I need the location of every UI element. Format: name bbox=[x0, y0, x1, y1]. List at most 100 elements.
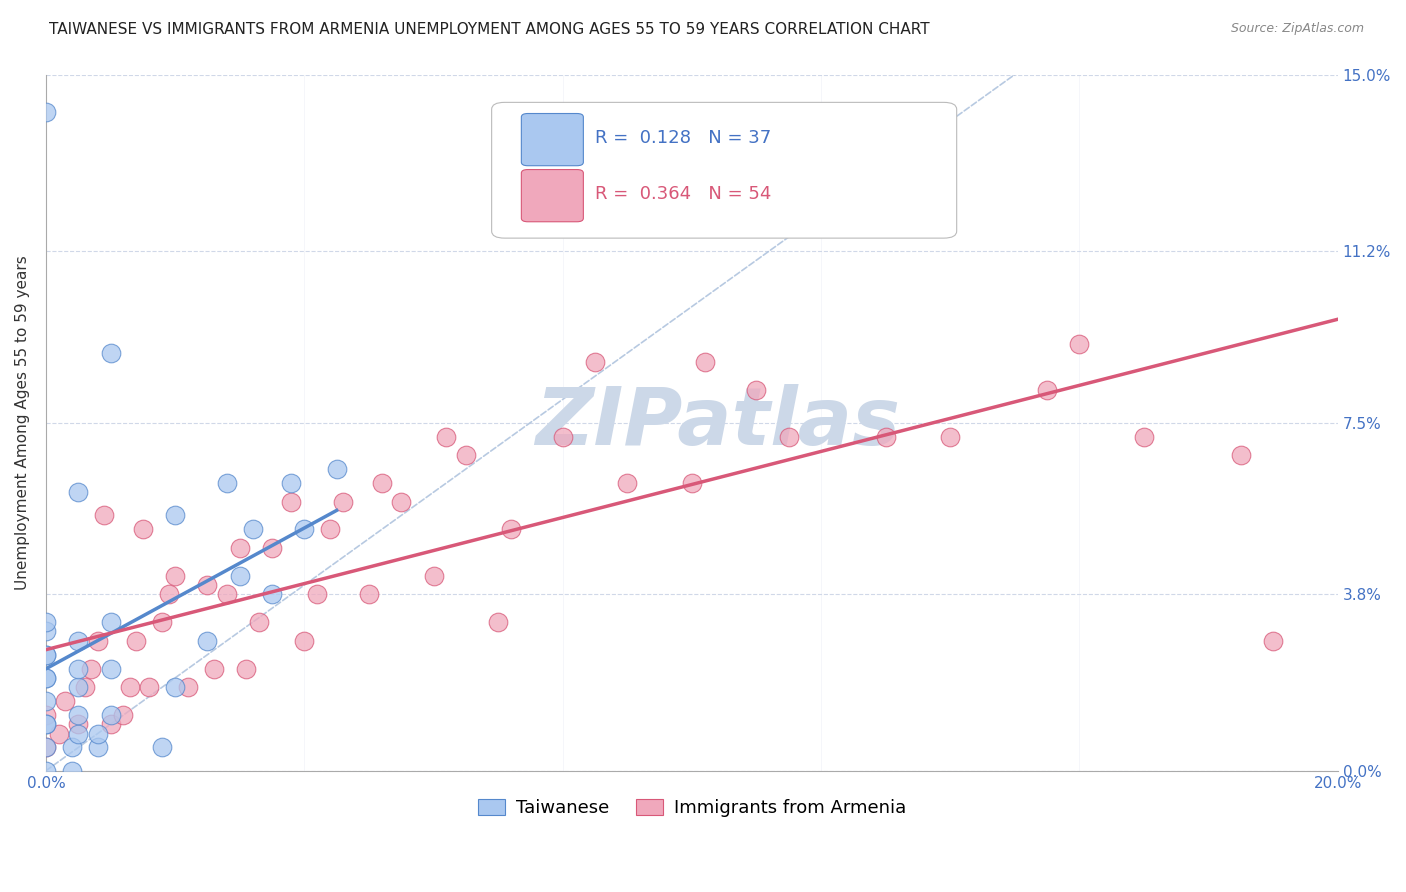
Point bbox=[1133, 429, 1156, 443]
Point bbox=[1263, 633, 1285, 648]
Point bbox=[280, 494, 302, 508]
Point bbox=[80, 662, 103, 676]
Point bbox=[86, 633, 108, 648]
Text: ZIPatlas: ZIPatlas bbox=[536, 384, 900, 461]
FancyBboxPatch shape bbox=[492, 103, 956, 238]
Point bbox=[371, 475, 394, 490]
Point bbox=[681, 475, 703, 490]
Point bbox=[165, 508, 187, 523]
Point bbox=[35, 671, 58, 685]
Text: Source: ZipAtlas.com: Source: ZipAtlas.com bbox=[1230, 22, 1364, 36]
Point bbox=[93, 508, 115, 523]
Point bbox=[177, 680, 200, 694]
Point bbox=[165, 680, 187, 694]
Point bbox=[292, 522, 315, 536]
Point bbox=[1069, 336, 1091, 351]
Point bbox=[242, 522, 264, 536]
Point bbox=[35, 764, 58, 778]
Point bbox=[778, 429, 800, 443]
Point bbox=[499, 522, 522, 536]
Point bbox=[100, 708, 122, 723]
Point bbox=[389, 494, 412, 508]
Text: R =  0.364   N = 54: R = 0.364 N = 54 bbox=[595, 185, 772, 202]
Point bbox=[229, 568, 252, 582]
FancyBboxPatch shape bbox=[522, 169, 583, 222]
Point bbox=[35, 624, 58, 639]
Point bbox=[197, 578, 219, 592]
Point bbox=[100, 662, 122, 676]
Point bbox=[165, 568, 187, 582]
Point bbox=[454, 448, 477, 462]
Point bbox=[260, 587, 283, 601]
Point bbox=[60, 740, 83, 755]
Point bbox=[215, 475, 238, 490]
Point bbox=[86, 726, 108, 740]
FancyBboxPatch shape bbox=[522, 113, 583, 166]
Point bbox=[67, 633, 90, 648]
Point bbox=[551, 429, 574, 443]
Point bbox=[35, 740, 58, 755]
Point bbox=[35, 648, 58, 662]
Point bbox=[100, 717, 122, 731]
Point bbox=[67, 717, 90, 731]
Point bbox=[436, 429, 458, 443]
Point bbox=[150, 740, 173, 755]
Point bbox=[215, 587, 238, 601]
Point bbox=[35, 615, 58, 630]
Point bbox=[35, 708, 58, 723]
Point bbox=[100, 346, 122, 360]
Point bbox=[875, 429, 897, 443]
Point bbox=[307, 587, 329, 601]
Point bbox=[319, 522, 342, 536]
Y-axis label: Unemployment Among Ages 55 to 59 years: Unemployment Among Ages 55 to 59 years bbox=[15, 255, 30, 590]
Point bbox=[357, 587, 380, 601]
Point bbox=[235, 662, 257, 676]
Point bbox=[67, 680, 90, 694]
Point bbox=[86, 740, 108, 755]
Point bbox=[939, 429, 962, 443]
Point bbox=[616, 475, 638, 490]
Point bbox=[125, 633, 148, 648]
Point bbox=[202, 662, 225, 676]
Point bbox=[325, 462, 347, 476]
Legend: Taiwanese, Immigrants from Armenia: Taiwanese, Immigrants from Armenia bbox=[471, 791, 914, 824]
Point bbox=[247, 615, 270, 630]
Point bbox=[100, 615, 122, 630]
Point bbox=[138, 680, 160, 694]
Point bbox=[35, 740, 58, 755]
Point bbox=[745, 383, 768, 397]
Point bbox=[197, 633, 219, 648]
Point bbox=[713, 197, 735, 211]
Point bbox=[150, 615, 173, 630]
Point bbox=[486, 615, 509, 630]
Text: TAIWANESE VS IMMIGRANTS FROM ARMENIA UNEMPLOYMENT AMONG AGES 55 TO 59 YEARS CORR: TAIWANESE VS IMMIGRANTS FROM ARMENIA UNE… bbox=[49, 22, 929, 37]
Point bbox=[67, 485, 90, 500]
Point bbox=[35, 717, 58, 731]
Point bbox=[332, 494, 354, 508]
Text: R =  0.128   N = 37: R = 0.128 N = 37 bbox=[595, 128, 772, 147]
Point bbox=[35, 717, 58, 731]
Point bbox=[229, 541, 252, 555]
Point bbox=[1230, 448, 1253, 462]
Point bbox=[280, 475, 302, 490]
Point bbox=[48, 726, 70, 740]
Point bbox=[35, 694, 58, 708]
Point bbox=[132, 522, 155, 536]
Point bbox=[67, 662, 90, 676]
Point bbox=[35, 104, 58, 119]
Point bbox=[1036, 383, 1059, 397]
Point bbox=[35, 648, 58, 662]
Point bbox=[422, 568, 444, 582]
Point bbox=[583, 355, 606, 369]
Point bbox=[67, 708, 90, 723]
Point bbox=[112, 708, 135, 723]
Point bbox=[35, 671, 58, 685]
Point bbox=[292, 633, 315, 648]
Point bbox=[693, 355, 716, 369]
Point bbox=[73, 680, 96, 694]
Point bbox=[67, 726, 90, 740]
Point bbox=[118, 680, 141, 694]
Point bbox=[260, 541, 283, 555]
Point bbox=[157, 587, 180, 601]
Point bbox=[60, 764, 83, 778]
